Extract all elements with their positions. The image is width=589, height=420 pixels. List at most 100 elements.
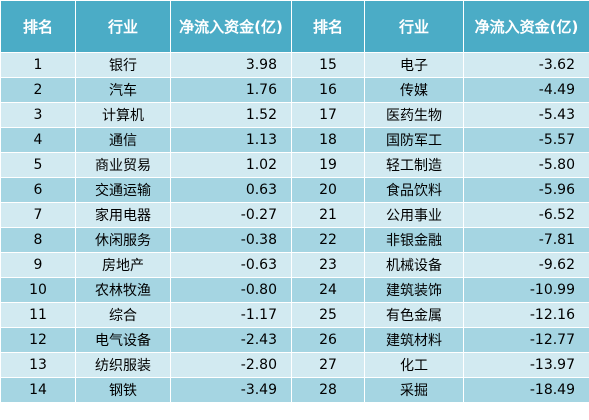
net-inflow-cell: -3.49 [170, 377, 292, 403]
industry-cell: 计算机 [75, 102, 171, 128]
industry-cell: 建筑材料 [364, 327, 464, 353]
industry-cell: 食品饮料 [364, 177, 464, 203]
net-inflow-cell: -18.49 [463, 377, 589, 403]
industry-fund-flow-table: 排名 行业 净流入资金(亿) 排名 行业 净流入资金(亿) 1 银行 3.98 15 电… [0, 0, 589, 403]
industry-cell: 纺织服装 [75, 352, 171, 378]
table-row: 5 商业贸易 1.02 19 轻工制造 -5.80 [0, 152, 589, 178]
net-inflow-cell: -0.63 [170, 252, 292, 278]
net-inflow-cell: -7.81 [463, 227, 589, 253]
header-row: 排名 行业 净流入资金(亿) 排名 行业 净流入资金(亿) [0, 0, 589, 53]
rank-cell: 18 [291, 127, 365, 153]
net-inflow-cell: 1.52 [170, 102, 292, 128]
rank-cell: 2 [0, 77, 76, 103]
rank-cell: 25 [291, 302, 365, 328]
table-row: 1 银行 3.98 15 电子 -3.62 [0, 52, 589, 78]
net-inflow-cell: 1.76 [170, 77, 292, 103]
industry-cell: 建筑装饰 [364, 277, 464, 303]
industry-cell: 有色金属 [364, 302, 464, 328]
rank-cell: 22 [291, 227, 365, 253]
industry-cell: 非银金融 [364, 227, 464, 253]
industry-cell: 电子 [364, 52, 464, 78]
industry-cell: 传媒 [364, 77, 464, 103]
net-inflow-cell: -5.43 [463, 102, 589, 128]
rank-cell: 19 [291, 152, 365, 178]
net-inflow-cell: -2.80 [170, 352, 292, 378]
industry-cell: 采掘 [364, 377, 464, 403]
industry-cell: 农林牧渔 [75, 277, 171, 303]
rank-cell: 23 [291, 252, 365, 278]
industry-cell: 钢铁 [75, 377, 171, 403]
industry-cell: 房地产 [75, 252, 171, 278]
rank-cell: 20 [291, 177, 365, 203]
table-row: 14 钢铁 -3.49 28 采掘 -18.49 [0, 377, 589, 403]
rank-cell: 26 [291, 327, 365, 353]
industry-cell: 通信 [75, 127, 171, 153]
rank-cell: 28 [291, 377, 365, 403]
header-rank: 排名 [0, 0, 76, 53]
rank-cell: 27 [291, 352, 365, 378]
header-net-inflow: 净流入资金(亿) [170, 0, 292, 53]
net-inflow-cell: -2.43 [170, 327, 292, 353]
rank-cell: 6 [0, 177, 76, 203]
rank-cell: 24 [291, 277, 365, 303]
net-inflow-cell: -12.77 [463, 327, 589, 353]
header-industry: 行业 [364, 0, 464, 53]
table-row: 13 纺织服装 -2.80 27 化工 -13.97 [0, 352, 589, 378]
industry-cell: 家用电器 [75, 202, 171, 228]
table-row: 11 综合 -1.17 25 有色金属 -12.16 [0, 302, 589, 328]
net-inflow-cell: -3.62 [463, 52, 589, 78]
net-inflow-cell: -9.62 [463, 252, 589, 278]
rank-cell: 7 [0, 202, 76, 228]
net-inflow-cell: -6.52 [463, 202, 589, 228]
industry-cell: 电气设备 [75, 327, 171, 353]
table-row: 3 计算机 1.52 17 医药生物 -5.43 [0, 102, 589, 128]
rank-cell: 4 [0, 127, 76, 153]
industry-cell: 休闲服务 [75, 227, 171, 253]
net-inflow-cell: -0.27 [170, 202, 292, 228]
rank-cell: 21 [291, 202, 365, 228]
industry-cell: 交通运输 [75, 177, 171, 203]
net-inflow-cell: -4.49 [463, 77, 589, 103]
net-inflow-cell: -1.17 [170, 302, 292, 328]
net-inflow-cell: -5.80 [463, 152, 589, 178]
table-row: 9 房地产 -0.63 23 机械设备 -9.62 [0, 252, 589, 278]
net-inflow-cell: -0.80 [170, 277, 292, 303]
industry-cell: 商业贸易 [75, 152, 171, 178]
industry-cell: 综合 [75, 302, 171, 328]
industry-cell: 汽车 [75, 77, 171, 103]
rank-cell: 15 [291, 52, 365, 78]
header-rank: 排名 [291, 0, 365, 53]
table-row: 6 交通运输 0.63 20 食品饮料 -5.96 [0, 177, 589, 203]
net-inflow-cell: -10.99 [463, 277, 589, 303]
rank-cell: 14 [0, 377, 76, 403]
net-inflow-cell: 1.02 [170, 152, 292, 178]
net-inflow-cell: -0.38 [170, 227, 292, 253]
net-inflow-cell: -5.96 [463, 177, 589, 203]
rank-cell: 9 [0, 252, 76, 278]
net-inflow-cell: 0.63 [170, 177, 292, 203]
rank-cell: 11 [0, 302, 76, 328]
rank-cell: 13 [0, 352, 76, 378]
industry-cell: 轻工制造 [364, 152, 464, 178]
net-inflow-cell: 3.98 [170, 52, 292, 78]
industry-cell: 医药生物 [364, 102, 464, 128]
rank-cell: 10 [0, 277, 76, 303]
industry-cell: 机械设备 [364, 252, 464, 278]
rank-cell: 5 [0, 152, 76, 178]
net-inflow-cell: 1.13 [170, 127, 292, 153]
table-row: 8 休闲服务 -0.38 22 非银金融 -7.81 [0, 227, 589, 253]
table-row: 12 电气设备 -2.43 26 建筑材料 -12.77 [0, 327, 589, 353]
rank-cell: 16 [291, 77, 365, 103]
rank-cell: 8 [0, 227, 76, 253]
rank-cell: 17 [291, 102, 365, 128]
rank-cell: 12 [0, 327, 76, 353]
table-row: 7 家用电器 -0.27 21 公用事业 -6.52 [0, 202, 589, 228]
industry-cell: 银行 [75, 52, 171, 78]
industry-cell: 化工 [364, 352, 464, 378]
industry-cell: 国防军工 [364, 127, 464, 153]
industry-cell: 公用事业 [364, 202, 464, 228]
rank-cell: 3 [0, 102, 76, 128]
rank-cell: 1 [0, 52, 76, 78]
net-inflow-cell: -12.16 [463, 302, 589, 328]
table-row: 4 通信 1.13 18 国防军工 -5.57 [0, 127, 589, 153]
